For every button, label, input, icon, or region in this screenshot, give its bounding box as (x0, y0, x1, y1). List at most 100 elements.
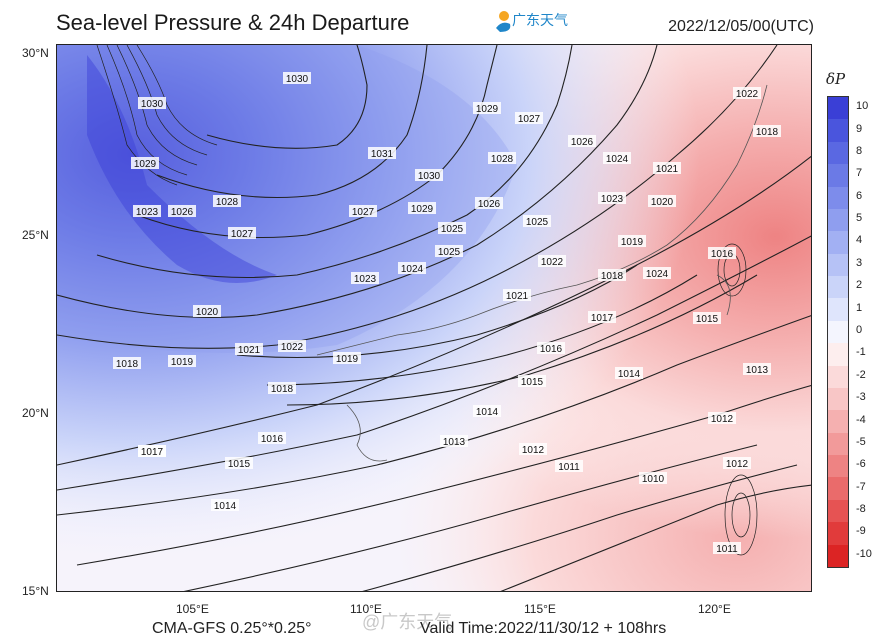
isobar-label-bg (753, 125, 781, 137)
isobar-label: 1011 (716, 544, 738, 555)
colorbar-segment (828, 208, 848, 232)
isobar-label: 1015 (228, 459, 251, 470)
isobar-label: 1021 (506, 291, 529, 302)
isobar-label: 1023 (601, 194, 624, 205)
isobar-label-bg (503, 289, 531, 301)
isobar-label-bg (368, 147, 396, 159)
isobar-label: 1018 (271, 384, 294, 395)
isobar-label-bg (515, 112, 543, 124)
isobar-label-bg (473, 102, 501, 114)
isobar-label: 1025 (438, 247, 461, 258)
isobar-label: 1024 (401, 264, 424, 275)
colorbar-label: -10 (856, 547, 872, 560)
isobar-label: 1010 (642, 474, 665, 485)
isobar-label: 1020 (196, 307, 219, 318)
isobar-label: 1014 (618, 369, 641, 380)
lat-label-15: 15°N (22, 584, 49, 598)
colorbar-title: δP (826, 70, 846, 88)
logo-text: 广东天气 (512, 12, 568, 28)
colorbar-segment (828, 164, 848, 188)
isobar-label-bg (225, 457, 253, 469)
colorbar-segment (828, 410, 848, 434)
colorbar-label: 4 (856, 234, 863, 247)
colorbar-label: -1 (856, 346, 866, 359)
isobar-label: 1013 (443, 437, 466, 448)
map-canvas: 1030 1030 1031 1030 1029 1027 1026 1024 1022 1018… (57, 45, 811, 591)
chart-title: Sea-level Pressure & 24h Departure (56, 10, 410, 35)
isobar-label-bg (228, 227, 256, 239)
isobar-label: 1025 (526, 217, 549, 228)
colorbar-segment (828, 499, 848, 523)
isobar-label-bg (435, 245, 463, 257)
isobar-label: 1020 (651, 197, 674, 208)
isobar-label-bg (639, 472, 667, 484)
isobar-label: 1019 (621, 237, 644, 248)
isobar-label: 1024 (606, 154, 629, 165)
isobar-label: 1028 (216, 197, 239, 208)
isobar-label: 1022 (541, 257, 564, 268)
isobar-label: 1016 (540, 344, 563, 355)
colorbar-label: 10 (856, 100, 869, 113)
colorbar-label: -4 (856, 413, 866, 426)
isobar-label-bg (193, 305, 221, 317)
colorbar-label: -6 (856, 458, 866, 471)
isobar-label-bg (555, 460, 583, 472)
isobar-label: 1012 (522, 445, 545, 456)
colorbar-label: 9 (856, 122, 863, 135)
isobar-label: 1027 (352, 207, 375, 218)
isobar-label: 1011 (558, 462, 580, 473)
isobar-label-bg (213, 195, 241, 207)
isobar-label-bg (408, 202, 436, 214)
isobar-label: 1014 (476, 407, 499, 418)
colorbar-label: -7 (856, 480, 866, 493)
colorbar-segment (828, 320, 848, 344)
isobar-label-bg (588, 311, 616, 323)
isobar-label: 1016 (261, 434, 284, 445)
isobar-label: 1015 (521, 377, 544, 388)
isobar-label: 1029 (476, 104, 499, 115)
colorbar-label: 2 (856, 279, 863, 292)
isobar-label-bg (708, 412, 736, 424)
isobar-label-bg (351, 272, 379, 284)
isobar-label: 1018 (116, 359, 139, 370)
colorbar-segment (828, 298, 848, 322)
lat-label-25: 25°N (22, 228, 49, 242)
isobar-label-bg (349, 205, 377, 217)
lon-label-110: 110°E (350, 602, 382, 616)
isobar-label-bg (440, 435, 468, 447)
isobar-label-bg (523, 215, 551, 227)
isobar-label-bg (138, 445, 166, 457)
isobar-label-bg (733, 87, 761, 99)
isobar-label-bg (603, 152, 631, 164)
isobar-label-bg (598, 269, 626, 281)
isobar-label-bg (235, 343, 263, 355)
isobar-label-bg (723, 457, 751, 469)
valid-time-label: Valid Time:2022/11/30/12 + 108hrs (420, 620, 667, 637)
colorbar-segment (828, 231, 848, 255)
colorbar-segment (828, 119, 848, 143)
isobar-label-bg (168, 355, 196, 367)
isobar-label-bg (333, 352, 361, 364)
isobar-label-bg (538, 255, 566, 267)
colorbar-segment (828, 522, 848, 546)
isobar-label-bg (168, 205, 196, 217)
colorbar-segment (828, 343, 848, 367)
colorbar-segment (828, 455, 848, 478)
isobar-label: 1017 (591, 313, 614, 324)
colorbar-label: 5 (856, 212, 863, 225)
lat-label-30: 30°N (22, 46, 49, 60)
lon-label-115: 115°E (524, 602, 556, 616)
isobar-label-bg (211, 499, 239, 511)
isobar-label: 1031 (371, 149, 394, 160)
isobar-label: 1026 (171, 207, 194, 218)
isobar-label: 1026 (478, 199, 501, 210)
isobar-label-bg (268, 382, 296, 394)
isobar-label-bg (475, 197, 503, 209)
colorbar-label: -3 (856, 391, 866, 404)
colorbar-label: 3 (856, 256, 863, 269)
isobar-label-bg (283, 72, 311, 84)
lat-label-20: 20°N (22, 406, 49, 420)
isobar-label: 1017 (141, 447, 164, 458)
isobar-label: 1025 (441, 224, 464, 235)
colorbar-label: 1 (856, 301, 863, 314)
